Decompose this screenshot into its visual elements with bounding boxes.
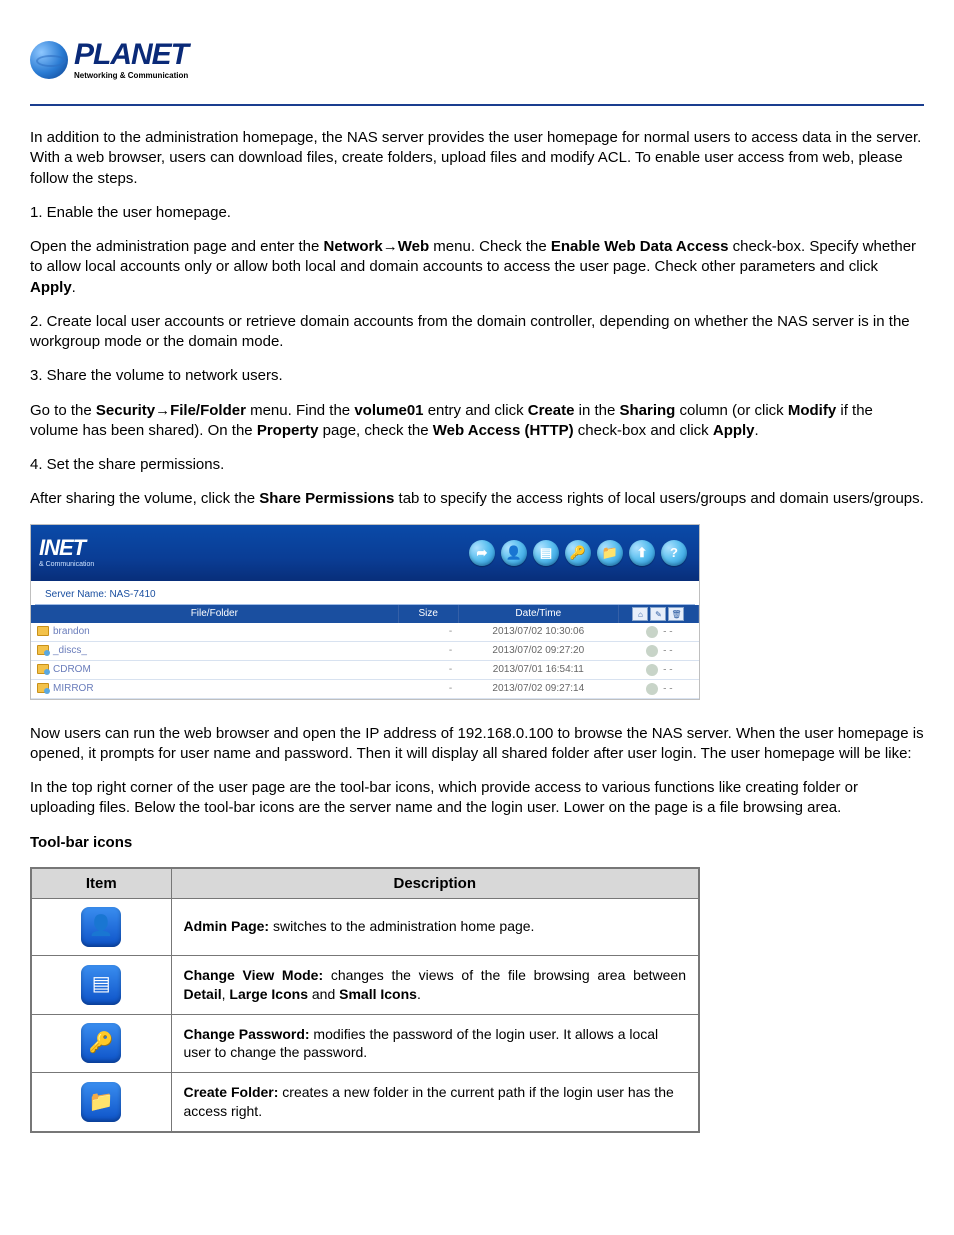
change-password-icon: 🔑 bbox=[81, 1023, 121, 1063]
file-datetime: 2013/07/02 09:27:14 bbox=[458, 679, 618, 698]
tbl-desc-admin: Admin Page: switches to the administrati… bbox=[171, 898, 699, 955]
file-datetime: 2013/07/01 16:54:11 bbox=[458, 660, 618, 679]
after-para-2: In the top right corner of the user page… bbox=[30, 778, 924, 819]
file-datetime: 2013/07/02 10:30:06 bbox=[458, 623, 618, 642]
header-action-icon-0[interactable]: ⌂ bbox=[632, 607, 648, 621]
table-row[interactable]: MIRROR -2013/07/02 09:27:14 - - bbox=[31, 679, 699, 698]
logo-tagline: Networking & Communication bbox=[74, 72, 188, 80]
tbl-desc-password: Change Password: modifies the password o… bbox=[171, 1014, 699, 1073]
file-name: CDROM bbox=[53, 664, 91, 675]
toolbar-icon-4[interactable]: 📁 bbox=[597, 540, 623, 566]
admin-page-icon: 👤 bbox=[81, 907, 121, 947]
folder-icon bbox=[37, 683, 49, 693]
folder-icon bbox=[37, 664, 49, 674]
tbl-item-view: ▤ bbox=[31, 955, 171, 1014]
toolbar-icons-table: Item Description 👤 Admin Page: switches … bbox=[30, 867, 700, 1133]
intro-paragraph: In addition to the administration homepa… bbox=[30, 128, 924, 189]
screenshot-server-name: Server Name: NAS-7410 bbox=[35, 581, 695, 605]
tbl-header-item: Item bbox=[31, 868, 171, 899]
toolbar-icon-5[interactable]: ⬆ bbox=[629, 540, 655, 566]
logo-word: PLANET bbox=[74, 40, 188, 70]
screenshot-brand: INET & Communication bbox=[39, 537, 94, 568]
folder-icon bbox=[37, 626, 49, 636]
step3-body: Go to the Security→File/Folder menu. Fin… bbox=[30, 401, 924, 442]
tbl-item-password: 🔑 bbox=[31, 1014, 171, 1073]
page-header: PLANET Networking & Communication bbox=[30, 40, 924, 96]
file-actions: - - bbox=[618, 660, 698, 679]
tbl-item-folder: 📁 bbox=[31, 1073, 171, 1132]
toolbar-icon-2[interactable]: ▤ bbox=[533, 540, 559, 566]
action-icon[interactable] bbox=[646, 683, 658, 695]
table-row[interactable]: brandon -2013/07/02 10:30:06 - - bbox=[31, 623, 699, 642]
step4-body: After sharing the volume, click the Shar… bbox=[30, 489, 924, 509]
logo: PLANET Networking & Communication bbox=[30, 40, 924, 80]
step3: 3. Share the volume to network users. bbox=[30, 366, 924, 386]
step1-body: Open the administration page and enter t… bbox=[30, 237, 924, 298]
table-row[interactable]: _discs_ -2013/07/02 09:27:20 - - bbox=[31, 641, 699, 660]
file-name: MIRROR bbox=[53, 683, 94, 694]
toolbar-heading: Tool-bar icons bbox=[30, 833, 924, 853]
file-name: _discs_ bbox=[53, 645, 87, 656]
file-actions: - - bbox=[618, 641, 698, 660]
header-action-icon-1[interactable]: ✎ bbox=[650, 607, 666, 621]
file-datetime: 2013/07/02 09:27:20 bbox=[458, 641, 618, 660]
header-action-icon-2[interactable]: 🗑 bbox=[668, 607, 684, 621]
change-view-icon: ▤ bbox=[81, 965, 121, 1005]
tbl-desc-folder: Create Folder: creates a new folder in t… bbox=[171, 1073, 699, 1132]
tbl-header-desc: Description bbox=[171, 868, 699, 899]
folder-icon bbox=[37, 645, 49, 655]
toolbar-icon-1[interactable]: 👤 bbox=[501, 540, 527, 566]
toolbar-icon-6[interactable]: ? bbox=[661, 540, 687, 566]
action-icon[interactable] bbox=[646, 645, 658, 657]
step1-title: 1. Enable the user homepage. bbox=[30, 203, 924, 223]
col-size: Size bbox=[398, 605, 458, 623]
col-datetime: Date/Time bbox=[458, 605, 618, 623]
header-divider bbox=[30, 104, 924, 106]
file-actions: - - bbox=[618, 623, 698, 642]
action-icon[interactable] bbox=[646, 626, 658, 638]
tbl-desc-view: Change View Mode: changes the views of t… bbox=[171, 955, 699, 1014]
col-actions: ⌂✎🗑 bbox=[618, 605, 698, 623]
table-row[interactable]: CDROM -2013/07/01 16:54:11 - - bbox=[31, 660, 699, 679]
file-size: - bbox=[398, 660, 458, 679]
toolbar-icon-0[interactable]: ➦ bbox=[469, 540, 495, 566]
after-para-1: Now users can run the web browser and op… bbox=[30, 724, 924, 765]
tbl-item-admin: 👤 bbox=[31, 898, 171, 955]
logo-globe-icon bbox=[30, 41, 68, 79]
file-size: - bbox=[398, 623, 458, 642]
screenshot-toolbar-icons: ➦👤▤🔑📁⬆? bbox=[469, 540, 691, 566]
step2: 2. Create local user accounts or retriev… bbox=[30, 312, 924, 353]
file-size: - bbox=[398, 679, 458, 698]
screenshot-topbar: INET & Communication ➦👤▤🔑📁⬆? bbox=[31, 525, 699, 581]
create-folder-icon: 📁 bbox=[81, 1082, 121, 1122]
file-actions: - - bbox=[618, 679, 698, 698]
file-name: brandon bbox=[53, 626, 90, 637]
step4: 4. Set the share permissions. bbox=[30, 455, 924, 475]
action-icon[interactable] bbox=[646, 664, 658, 676]
file-size: - bbox=[398, 641, 458, 660]
col-file-folder: File/Folder bbox=[31, 605, 398, 623]
nas-screenshot: INET & Communication ➦👤▤🔑📁⬆? Server Name… bbox=[30, 524, 700, 700]
toolbar-icon-3[interactable]: 🔑 bbox=[565, 540, 591, 566]
screenshot-file-table: File/Folder Size Date/Time ⌂✎🗑 brandon-2… bbox=[31, 605, 699, 699]
body-content: In addition to the administration homepa… bbox=[30, 128, 924, 1133]
